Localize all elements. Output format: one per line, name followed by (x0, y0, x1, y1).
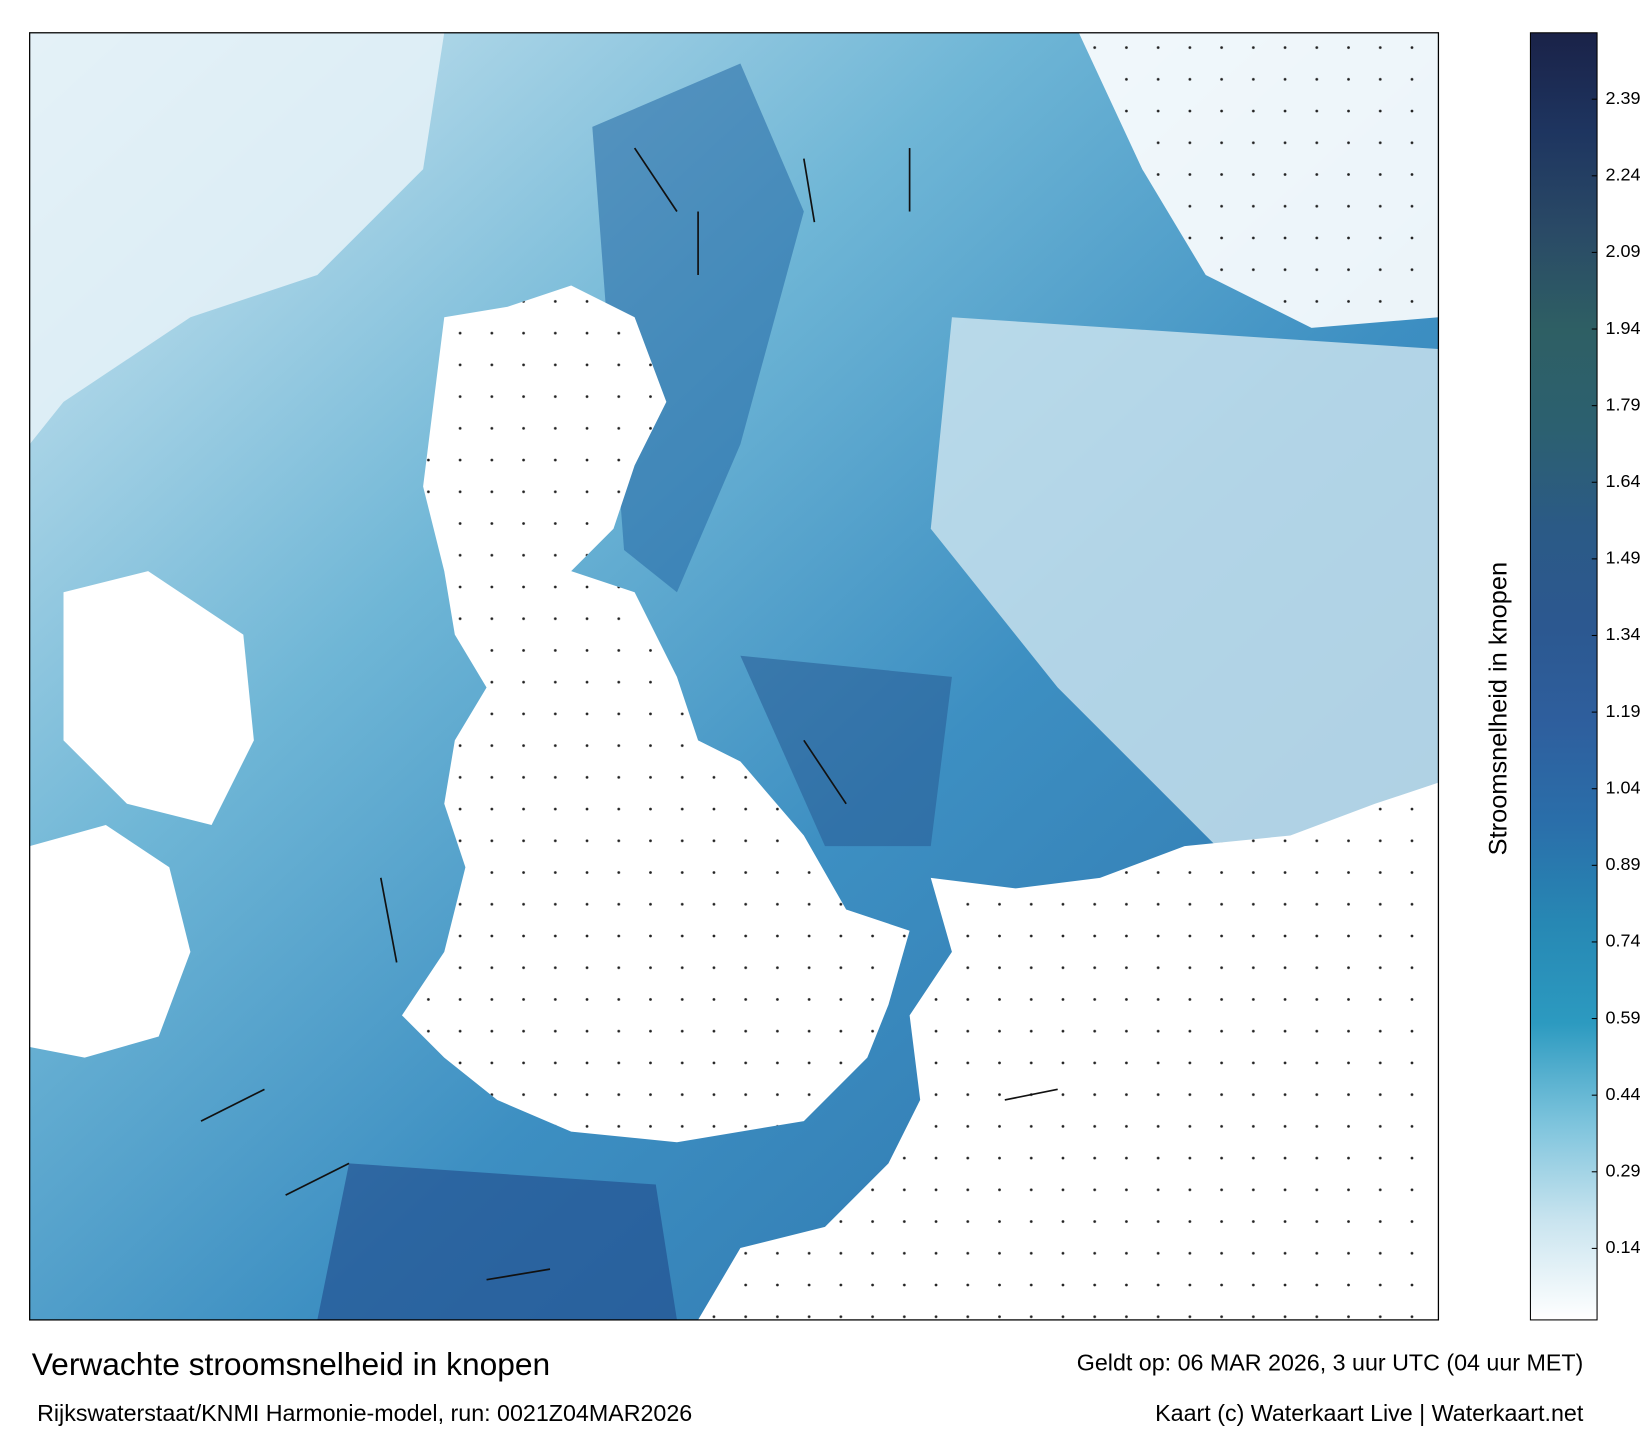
title: Verwachte stroomsnelheid in knopen (32, 1346, 550, 1382)
colorbar-tick-label: 0.74 (1606, 931, 1641, 951)
colorbar-tick-label: 1.04 (1606, 777, 1641, 797)
colorbar: 0.14 0.29 0.44 0.59 0.74 0.89 1.04 1.19 1.34 1.49… (1529, 32, 1641, 1321)
subtitle: Rijkswaterstaat/KNMI Harmonie-model, run… (37, 1400, 692, 1426)
colorbar-tick-label: 1.49 (1606, 548, 1641, 568)
colorbar-tick-label: 0.59 (1606, 1007, 1641, 1027)
strong-current (317, 1163, 677, 1320)
colorbar-fill (1529, 32, 1598, 1321)
colorbar-tick-label: 1.34 (1606, 624, 1641, 644)
land-grid (401, 285, 910, 1143)
land-ireland (29, 824, 191, 1058)
colorbar-tick-label: 2.24 (1606, 165, 1641, 185)
colorbar-tick-label: 1.19 (1606, 701, 1641, 721)
colorbar-tick-label: 0.44 (1606, 1084, 1641, 1104)
strong-current (592, 63, 804, 593)
colorbar-tick-label: 2.39 (1606, 88, 1641, 108)
colorbar-tick-label: 0.29 (1606, 1161, 1641, 1181)
valid-time: Geldt op: 06 MAR 2026, 3 uur UTC (04 uur… (1077, 1349, 1584, 1375)
map (29, 32, 1439, 1320)
shallow-sea (930, 317, 1439, 847)
colorbar-tick-label: 1.64 (1606, 471, 1641, 491)
colorbar-tick-label: 0.14 (1606, 1237, 1641, 1257)
colorbar-tick-label: 1.79 (1606, 394, 1641, 414)
colorbar-tick-label: 2.09 (1606, 241, 1641, 261)
colorbar-label: Stroomsnelheid in knopen (1484, 562, 1512, 855)
map-frame (29, 32, 1440, 1321)
strong-current (740, 655, 952, 847)
current-arrows (200, 147, 1058, 1281)
colorbar-tick-label: 1.94 (1606, 318, 1641, 338)
shallow-sea (29, 32, 445, 445)
land-grid (698, 782, 1439, 1320)
land-west (63, 571, 254, 825)
credits: Kaart (c) Waterkaart Live | Waterkaart.n… (1155, 1400, 1584, 1426)
colorbar-tick-label: 0.89 (1606, 854, 1641, 874)
land-grid (1078, 32, 1439, 328)
